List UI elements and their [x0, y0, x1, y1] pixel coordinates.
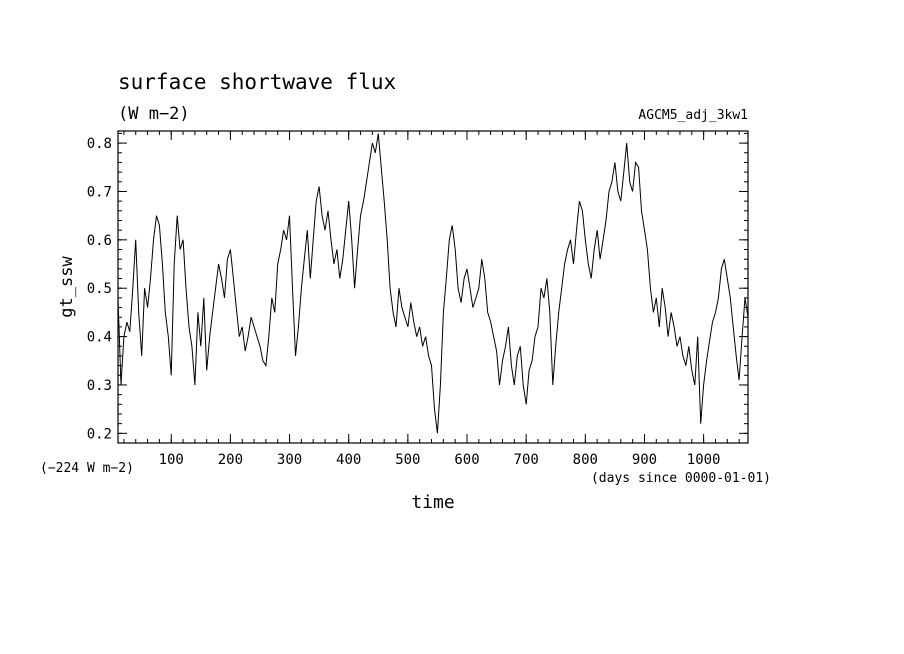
y-tick-label: 0.8: [87, 136, 112, 152]
y-tick-label: 0.7: [87, 184, 112, 200]
x-axis-label: time: [411, 492, 454, 513]
y-tick-label: 0.5: [87, 281, 112, 297]
x-tick-label: 400: [336, 452, 361, 468]
x-tick-label: 500: [395, 452, 420, 468]
y-tick-label: 0.2: [87, 426, 112, 442]
y-tick-labels: 0.2 0.3 0.4 0.5 0.6 0.7 0.8: [87, 136, 112, 442]
x-units-label: (days since 0000-01-01): [591, 471, 771, 486]
y-tick-label: 0.6: [87, 233, 112, 249]
offset-note: (−224 W m−2): [40, 461, 134, 476]
x-tick-label: 600: [454, 452, 479, 468]
chart-title: surface shortwave flux: [118, 70, 396, 94]
axis-ticks: [118, 131, 748, 443]
series-line: [117, 133, 749, 434]
x-tick-label: 100: [159, 452, 184, 468]
y-axis-label: gt_ssw: [57, 256, 77, 318]
x-tick-label: 1000: [687, 452, 721, 468]
chart-units: (W m−2): [118, 104, 190, 124]
x-tick-label: 800: [573, 452, 598, 468]
x-tick-label: 900: [632, 452, 657, 468]
plot-frame: [117, 130, 749, 444]
y-tick-label: 0.4: [87, 330, 112, 346]
y-tick-label: 0.3: [87, 378, 112, 394]
x-tick-label: 200: [218, 452, 243, 468]
x-tick-labels: 100 200 300 400 500 600 700 800 900 1000: [159, 452, 721, 468]
run-label: AGCM5_adj_3kw1: [638, 108, 748, 123]
x-tick-label: 300: [277, 452, 302, 468]
x-tick-label: 700: [514, 452, 539, 468]
